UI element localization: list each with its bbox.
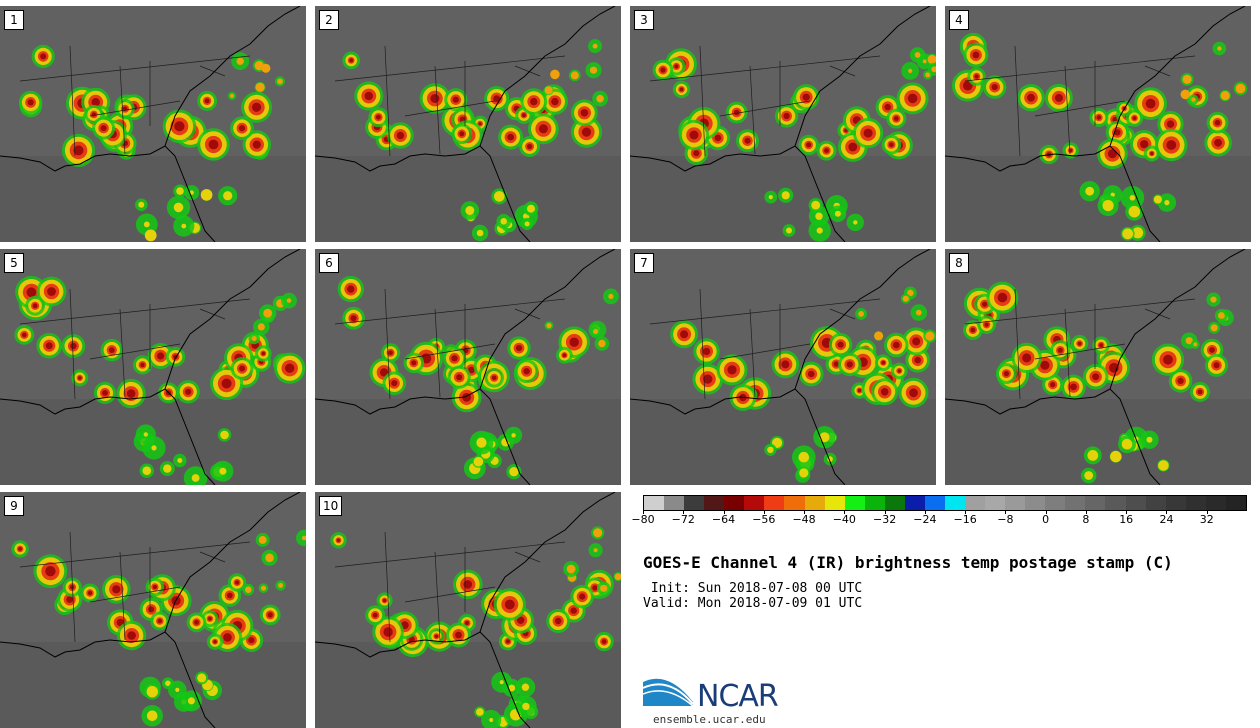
colorbar-tick-label: −80 bbox=[631, 513, 655, 526]
colorbar-tick-mark bbox=[1005, 510, 1007, 514]
colorbar-swatch bbox=[1165, 496, 1186, 510]
colorbar-swatch bbox=[1205, 496, 1226, 510]
colorbar-tick-mark bbox=[643, 510, 644, 514]
panel-number-label: 9 bbox=[4, 496, 24, 516]
colorbar-swatch bbox=[1145, 496, 1166, 510]
ir-satellite-map bbox=[630, 249, 936, 485]
colorbar-tick-mark bbox=[1206, 510, 1208, 514]
colorbar-tick-labels: −80 −72 −64 −56 −48 −40 −32 −24 −16 −8 0 8 16 24 32 bbox=[631, 510, 1247, 533]
panel-number-label: 4 bbox=[949, 10, 969, 30]
colorbar-swatch bbox=[824, 496, 845, 510]
colorbar-tick-mark bbox=[723, 510, 725, 514]
colorbar-tick-label: −72 bbox=[671, 513, 695, 526]
colorbar-tick-label: −8 bbox=[997, 513, 1014, 526]
colorbar-tick-mark bbox=[763, 510, 765, 514]
ensemble-member-panel: 10 bbox=[315, 492, 621, 728]
ir-satellite-map bbox=[315, 6, 621, 242]
colorbar-tick-label: 16 bbox=[1119, 513, 1134, 526]
colorbar-tick-label: −40 bbox=[832, 513, 856, 526]
colorbar-swatch bbox=[884, 496, 905, 510]
panel-number-label: 8 bbox=[949, 253, 969, 273]
colorbar-tick-mark bbox=[804, 510, 806, 514]
colorbar-swatch bbox=[904, 496, 925, 510]
colorbar-swatch bbox=[844, 496, 865, 510]
colorbar-swatch bbox=[1005, 496, 1026, 510]
ensemble-member-panel: 6 bbox=[315, 249, 621, 485]
colorbar-tick-label: 24 bbox=[1159, 513, 1174, 526]
ensemble-member-panel: 4 bbox=[945, 6, 1251, 242]
panel-number-label: 7 bbox=[634, 253, 654, 273]
colorbar-swatch bbox=[1125, 496, 1146, 510]
colorbar-tick-label: −48 bbox=[792, 513, 816, 526]
ncar-logo-icon bbox=[643, 678, 694, 707]
panel-number-label: 6 bbox=[319, 253, 339, 273]
init-time: Init: Sun 2018-07-08 00 UTC bbox=[643, 581, 863, 596]
figure-title: GOES-E Channel 4 (IR) brightness temp po… bbox=[643, 553, 1173, 572]
colorbar-swatch bbox=[985, 496, 1006, 510]
colorbar-swatch bbox=[764, 496, 785, 510]
colorbar-swatch bbox=[1085, 496, 1106, 510]
colorbar-tick-label: 0 bbox=[1042, 513, 1050, 526]
colorbar-swatch bbox=[1185, 496, 1206, 510]
colorbar-swatch bbox=[1045, 496, 1066, 510]
colorbar-tick-mark bbox=[683, 510, 685, 514]
ensemble-member-panel: 9 bbox=[0, 492, 306, 728]
colorbar-swatch bbox=[804, 496, 825, 510]
ncar-logo-text: NCAR bbox=[697, 679, 779, 714]
colorbar-tick-label: −56 bbox=[752, 513, 776, 526]
ensemble-member-panel: 5 bbox=[0, 249, 306, 485]
colorbar-tick-label: 32 bbox=[1199, 513, 1214, 526]
ensemble-member-panel: 1 bbox=[0, 6, 306, 242]
colorbar-swatch bbox=[1065, 496, 1086, 510]
ir-satellite-map bbox=[315, 249, 621, 485]
colorbar-swatch bbox=[1225, 496, 1246, 510]
colorbar-tick-mark bbox=[1166, 510, 1168, 514]
colorbar-swatch bbox=[1025, 496, 1046, 510]
ir-satellite-map bbox=[0, 249, 306, 485]
panel-number-label: 2 bbox=[319, 10, 339, 30]
colorbar-swatch bbox=[864, 496, 885, 510]
colorbar-swatch bbox=[644, 496, 665, 510]
colorbar-swatch bbox=[684, 496, 705, 510]
colorbar-tick-mark bbox=[1126, 510, 1128, 514]
ir-satellite-map bbox=[315, 492, 621, 728]
ir-satellite-map bbox=[0, 6, 306, 242]
panel-number-label: 5 bbox=[4, 253, 24, 273]
colorbar-tick-mark bbox=[884, 510, 886, 514]
colorbar-tick-label: −32 bbox=[872, 513, 897, 526]
colorbar-swatch bbox=[1105, 496, 1126, 510]
colorbar-swatch bbox=[784, 496, 805, 510]
colorbar-tick-label: −64 bbox=[711, 513, 736, 526]
colorbar-tick-mark bbox=[1085, 510, 1087, 514]
colorbar-swatch bbox=[744, 496, 765, 510]
colorbar-tick-label: 8 bbox=[1082, 513, 1090, 526]
colorbar-tick-mark bbox=[965, 510, 967, 514]
panel-number-label: 1 bbox=[4, 10, 24, 30]
ensemble-member-panel: 7 bbox=[630, 249, 936, 485]
colorbar-tick-label: −24 bbox=[913, 513, 937, 526]
colorbar-swatch bbox=[965, 496, 986, 510]
ir-satellite-map bbox=[945, 249, 1251, 485]
colorbar-swatch bbox=[944, 496, 965, 510]
colorbar-swatch bbox=[924, 496, 945, 510]
colorbar-swatch bbox=[664, 496, 685, 510]
colorbar-tick-mark bbox=[844, 510, 846, 514]
colorbar-tick-mark bbox=[924, 510, 926, 514]
colorbar-tick-label: −16 bbox=[953, 513, 977, 526]
panel-number-label: 10 bbox=[319, 496, 343, 516]
ensemble-url: ensemble.ucar.edu bbox=[653, 713, 766, 726]
temperature-colorbar bbox=[643, 495, 1247, 511]
colorbar-swatch bbox=[724, 496, 745, 510]
ir-satellite-map bbox=[0, 492, 306, 728]
ir-satellite-map bbox=[630, 6, 936, 242]
ensemble-member-panel: 3 bbox=[630, 6, 936, 242]
valid-time: Valid: Mon 2018-07-09 01 UTC bbox=[643, 596, 863, 611]
ensemble-member-panel: 8 bbox=[945, 249, 1251, 485]
colorbar-tick-mark bbox=[1045, 510, 1047, 514]
ir-satellite-map bbox=[945, 6, 1251, 242]
ensemble-member-panel: 2 bbox=[315, 6, 621, 242]
panel-number-label: 3 bbox=[634, 10, 654, 30]
colorbar-swatch bbox=[704, 496, 725, 510]
